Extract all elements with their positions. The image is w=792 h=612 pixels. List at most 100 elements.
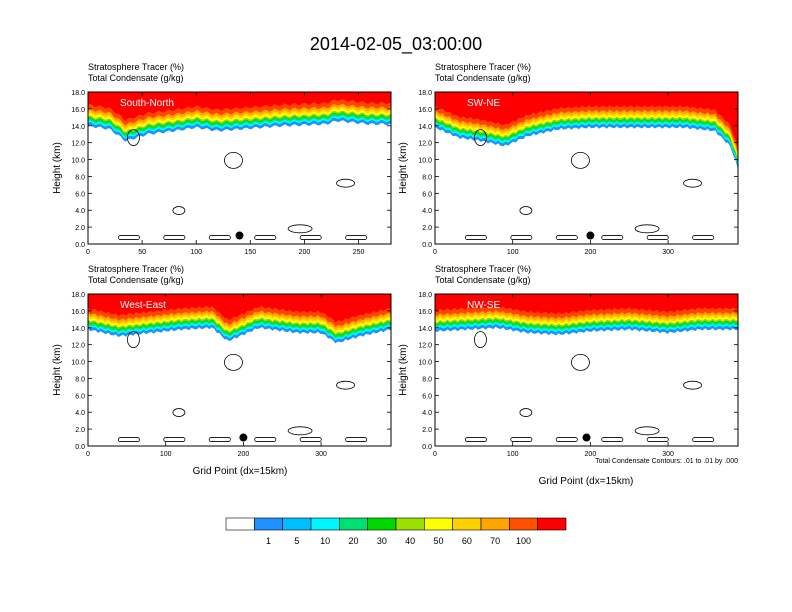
y-tick-label: 8.0 — [75, 174, 85, 181]
panel-label: West-East — [120, 300, 166, 311]
x-tick-label: 50 — [138, 249, 146, 256]
condensate-contour — [163, 437, 186, 442]
y-tick-label: 18.0 — [418, 292, 432, 299]
x-tick-label: 200 — [585, 451, 597, 458]
y-tick-label: 16.0 — [418, 107, 432, 114]
y-tick-label: 14.0 — [71, 326, 85, 333]
condensate-contour — [519, 206, 533, 215]
condensate-contour — [601, 235, 624, 240]
panel-title-line1: Stratosphere Tracer (%) — [88, 264, 184, 274]
condensate-contour — [224, 353, 243, 371]
y-axis-label: Height (km) — [398, 344, 409, 396]
colorbar-swatch — [424, 517, 453, 531]
panel-title-line2: Total Condensate (g/kg) — [88, 275, 184, 285]
y-tick-label: 10.0 — [71, 158, 85, 165]
panel-label: South-North — [120, 98, 174, 109]
figure-title: 2014-02-05_03:00:00 — [310, 34, 482, 55]
condensate-contour — [634, 426, 660, 436]
colorbar-label: 1 — [266, 536, 271, 546]
condensate-contour — [208, 437, 231, 442]
panel-title-line1: Stratosphere Tracer (%) — [435, 264, 531, 274]
x-axis-label: Grid Point (dx=15km) — [193, 466, 288, 477]
condensate-contour — [464, 235, 487, 240]
y-tick-label: 10.0 — [418, 158, 432, 165]
condensate-contour — [163, 235, 186, 240]
x-tick-label: 200 — [299, 249, 311, 256]
colorbar-swatch — [339, 517, 368, 531]
condensate-contour — [336, 380, 355, 390]
condensate-contour — [683, 178, 702, 188]
colorbar-label: 10 — [320, 536, 330, 546]
colorbar-swatch — [480, 517, 510, 531]
colorbar-swatch — [254, 517, 283, 531]
x-tick-label: 0 — [86, 451, 90, 458]
colorbar-swatch — [509, 517, 538, 531]
x-tick-label: 300 — [662, 249, 674, 256]
condensate-contour — [555, 235, 578, 240]
condensate-contour — [117, 437, 140, 442]
panel-title-line1: Stratosphere Tracer (%) — [88, 62, 184, 72]
colorbar-swatch — [367, 517, 397, 531]
y-tick-label: 4.0 — [422, 208, 432, 215]
colorbar-label: 20 — [348, 536, 358, 546]
condensate-contour — [345, 437, 368, 442]
colorbar-label: 40 — [405, 536, 415, 546]
y-tick-label: 18.0 — [71, 292, 85, 299]
colorbar-label: 5 — [294, 536, 299, 546]
condensate-contour — [646, 235, 669, 240]
x-tick-label: 200 — [238, 451, 250, 458]
colorbar-swatch — [310, 517, 340, 531]
y-axis-label: Height (km) — [398, 142, 409, 194]
condensate-contour — [510, 437, 533, 442]
condensate-contour — [692, 437, 715, 442]
x-tick-label: 0 — [433, 451, 437, 458]
panel-label: SW-NE — [467, 98, 500, 109]
condensate-contour — [254, 437, 277, 442]
condensate-contour — [692, 235, 715, 240]
y-tick-label: 2.0 — [75, 225, 85, 232]
condensate-contour — [117, 235, 140, 240]
y-tick-label: 6.0 — [422, 393, 432, 400]
colorbar-swatch — [452, 517, 482, 531]
x-axis-label: Grid Point (dx=15km) — [539, 476, 634, 487]
condensate-contour — [254, 235, 277, 240]
panel-title-line2: Total Condensate (g/kg) — [435, 73, 531, 83]
y-tick-label: 4.0 — [422, 410, 432, 417]
y-tick-label: 16.0 — [71, 309, 85, 316]
contour-note: Total Condensate Contours: .01 to .01 by… — [595, 458, 738, 465]
y-tick-label: 14.0 — [418, 124, 432, 131]
x-tick-label: 150 — [244, 249, 256, 256]
panel-south-north: Stratosphere Tracer (%) Total Condensate… — [52, 62, 392, 256]
plot-frame — [87, 293, 392, 447]
panel-label: NW-SE — [467, 300, 500, 311]
y-tick-label: 12.0 — [418, 141, 432, 148]
y-tick-label: 16.0 — [71, 107, 85, 114]
condensate-contour — [287, 224, 313, 234]
colorbar-label: 100 — [516, 536, 531, 546]
colorbar-label: 30 — [377, 536, 387, 546]
condensate-contour — [299, 437, 322, 442]
condensate-contour — [474, 331, 487, 349]
location-marker — [239, 433, 248, 442]
plot-frame — [87, 91, 392, 245]
colorbar: 1 5 10 20 30 40 50 60 70 100 — [225, 517, 567, 546]
y-tick-label: 2.0 — [422, 427, 432, 434]
y-tick-label: 14.0 — [418, 326, 432, 333]
x-tick-label: 0 — [433, 249, 437, 256]
condensate-contour — [683, 380, 702, 390]
condensate-contour — [555, 437, 578, 442]
panel-title-line1: Stratosphere Tracer (%) — [435, 62, 531, 72]
condensate-contour — [464, 437, 487, 442]
y-tick-label: 18.0 — [71, 90, 85, 97]
y-tick-label: 12.0 — [71, 141, 85, 148]
y-tick-label: 8.0 — [422, 174, 432, 181]
condensate-contour — [571, 353, 590, 371]
panel-nw-se: Stratosphere Tracer (%) Total Condensate… — [398, 264, 739, 487]
y-axis-label: Height (km) — [52, 344, 63, 396]
y-tick-label: 10.0 — [71, 360, 85, 367]
condensate-contour — [336, 178, 355, 188]
tracer-layer — [88, 294, 391, 323]
condensate-contour — [345, 235, 368, 240]
panel-west-east: Stratosphere Tracer (%) Total Condensate… — [52, 264, 392, 477]
panel-sw-ne: Stratosphere Tracer (%) Total Condensate… — [398, 62, 739, 256]
